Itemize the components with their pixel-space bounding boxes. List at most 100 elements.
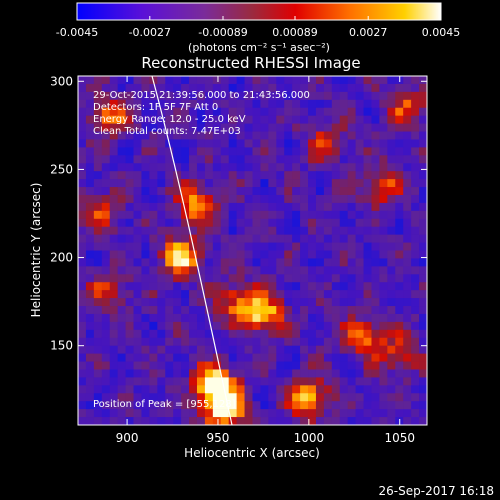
image-pixel	[276, 226, 285, 235]
image-pixel	[411, 393, 420, 402]
image-pixel	[300, 147, 309, 156]
image-pixel	[419, 369, 427, 378]
image-pixel	[411, 155, 420, 164]
image-pixel	[411, 282, 420, 291]
image-pixel	[276, 393, 285, 402]
image-pixel	[363, 91, 372, 101]
image-pixel	[244, 306, 253, 315]
image-pixel	[133, 218, 142, 227]
image-pixel	[165, 369, 174, 378]
image-pixel	[85, 306, 95, 315]
image-pixel	[133, 369, 142, 378]
image-pixel	[236, 187, 245, 196]
image-pixel	[117, 329, 126, 339]
image-pixel	[323, 306, 333, 315]
image-pixel	[268, 218, 277, 227]
image-pixel	[165, 155, 174, 164]
image-pixel	[284, 377, 293, 386]
image-pixel	[157, 258, 166, 267]
image-pixel	[141, 250, 150, 259]
image-pixel	[244, 226, 253, 235]
image-pixel	[347, 242, 356, 251]
image-pixel	[149, 83, 158, 93]
image-pixel	[284, 417, 293, 425]
image-pixel	[331, 155, 341, 164]
image-pixel	[189, 329, 198, 339]
image-pixel	[395, 266, 404, 275]
image-pixel	[125, 187, 134, 196]
image-pixel	[308, 139, 317, 148]
image-pixel	[101, 131, 111, 140]
image-pixel	[85, 401, 95, 410]
image-pixel	[260, 107, 269, 116]
image-pixel	[252, 377, 261, 386]
image-pixel	[141, 369, 150, 378]
image-pixel	[323, 91, 333, 101]
image-pixel	[403, 329, 412, 339]
image-pixel	[339, 107, 348, 116]
image-pixel	[165, 290, 174, 299]
image-pixel	[78, 306, 87, 315]
image-pixel	[268, 242, 277, 251]
image-pixel	[308, 242, 317, 251]
image-pixel	[157, 187, 166, 196]
image-pixel	[411, 337, 420, 346]
image-pixel	[292, 83, 301, 93]
image-pixel	[323, 321, 333, 331]
image-pixel	[323, 155, 333, 164]
image-pixel	[252, 115, 261, 124]
image-pixel	[236, 210, 245, 220]
image-pixel	[93, 218, 103, 227]
image-pixel	[347, 274, 356, 283]
image-pixel	[315, 202, 325, 212]
image-pixel	[284, 290, 293, 299]
image-pixel	[260, 139, 269, 148]
image-pixel	[292, 321, 301, 331]
image-pixel	[117, 210, 126, 220]
image-pixel	[109, 345, 118, 354]
colorbar: -0.0045 -0.0027 -0.00089 0.00089 0.0027 0.004…	[56, 2, 460, 54]
image-pixel	[204, 202, 214, 212]
image-pixel	[78, 385, 87, 394]
image-pixel	[212, 369, 222, 378]
image-pixel	[331, 147, 341, 156]
image-pixel	[117, 91, 126, 101]
image-pixel	[157, 179, 166, 188]
image-pixel	[379, 361, 388, 370]
image-pixel	[315, 417, 325, 425]
image-pixel	[93, 361, 103, 370]
image-pixel	[133, 194, 142, 204]
image-pixel	[292, 131, 301, 140]
image-pixel	[244, 377, 253, 386]
image-pixel	[109, 337, 118, 346]
image-pixel	[419, 123, 427, 132]
image-pixel	[268, 401, 277, 410]
image-pixel	[371, 99, 380, 109]
image-pixel	[308, 202, 317, 212]
image-pixel	[292, 226, 301, 235]
image-pixel	[300, 313, 309, 323]
info-method-counts: Clean Total counts: 7.47E+03	[93, 126, 241, 137]
image-pixel	[339, 369, 348, 378]
image-pixel	[101, 115, 111, 124]
image-pixel	[411, 266, 420, 275]
image-pixel	[347, 163, 356, 172]
image-pixel	[109, 298, 118, 307]
image-pixel	[85, 155, 95, 164]
image-pixel	[133, 417, 142, 425]
image-pixel	[403, 202, 412, 212]
image-pixel	[292, 202, 301, 212]
image-pixel	[260, 298, 269, 307]
image-pixel	[228, 218, 237, 227]
image-pixel	[323, 377, 333, 386]
image-pixel	[93, 385, 103, 394]
image-pixel	[403, 131, 412, 140]
image-pixel	[78, 409, 87, 418]
image-pixel	[260, 171, 269, 180]
image-pixel	[78, 298, 87, 307]
image-pixel	[157, 226, 166, 235]
image-pixel	[244, 417, 253, 425]
image-pixel	[339, 329, 348, 339]
image-pixel	[276, 337, 285, 346]
image-pixel	[228, 163, 237, 172]
